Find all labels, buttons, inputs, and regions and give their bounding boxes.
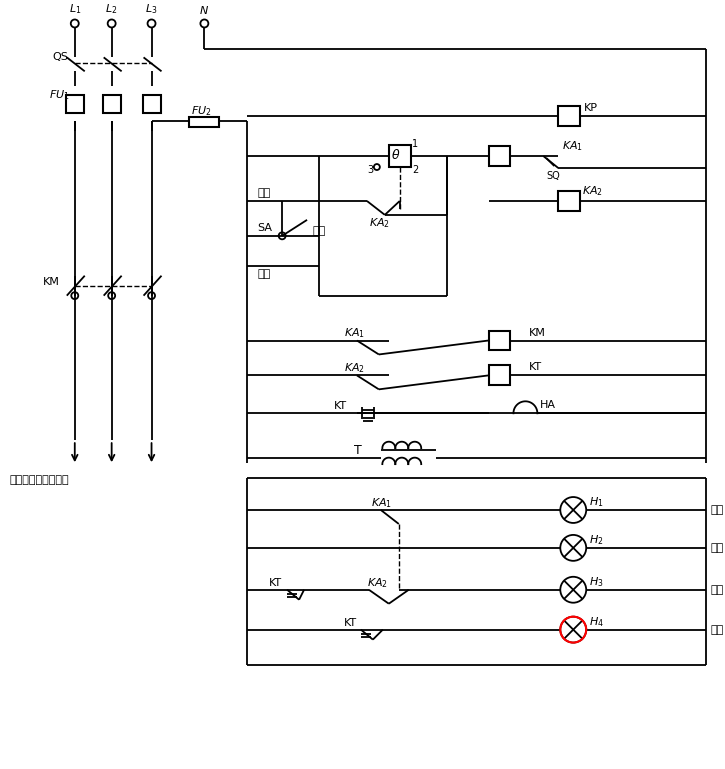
Bar <box>558 106 580 126</box>
Text: $KA_2$: $KA_2$ <box>369 216 390 230</box>
Text: T: T <box>354 444 362 457</box>
Text: SQ: SQ <box>547 171 560 181</box>
Bar <box>143 95 160 113</box>
Text: KM: KM <box>43 277 59 287</box>
Text: 1: 1 <box>412 139 418 149</box>
Text: KT: KT <box>344 618 357 628</box>
Text: KP: KP <box>584 103 598 113</box>
Text: KT: KT <box>334 401 347 411</box>
Text: HA: HA <box>540 401 556 411</box>
Bar <box>103 95 120 113</box>
Text: $FU_1$: $FU_1$ <box>49 88 70 102</box>
Text: SA: SA <box>257 223 272 233</box>
Text: $KA_2$: $KA_2$ <box>367 576 388 590</box>
Text: $FU_2$: $FU_2$ <box>191 105 212 118</box>
Text: 停止: 停止 <box>710 505 724 515</box>
Text: 至电炉或变压器初级: 至电炉或变压器初级 <box>10 475 70 485</box>
Bar <box>389 145 411 167</box>
Text: $\theta$: $\theta$ <box>391 148 400 162</box>
Bar <box>489 365 510 385</box>
Text: 手动: 手动 <box>257 268 270 278</box>
Bar <box>489 331 510 351</box>
Text: $H_2$: $H_2$ <box>589 533 604 547</box>
Text: 3: 3 <box>367 165 373 175</box>
Text: $KA_1$: $KA_1$ <box>563 139 584 153</box>
Text: $H_1$: $H_1$ <box>589 495 604 509</box>
Text: $KA_1$: $KA_1$ <box>371 496 392 510</box>
Text: $L_1$: $L_1$ <box>69 2 81 16</box>
Text: $KA_1$: $KA_1$ <box>344 327 365 341</box>
Text: $L_2$: $L_2$ <box>106 2 118 16</box>
Bar <box>189 117 220 127</box>
Bar <box>558 191 580 211</box>
Bar <box>489 146 510 166</box>
Text: KT: KT <box>529 362 542 372</box>
Text: $N$: $N$ <box>199 4 210 15</box>
Text: $L_3$: $L_3$ <box>145 2 158 16</box>
Text: KT: KT <box>269 578 282 588</box>
Text: 升温: 升温 <box>710 543 724 553</box>
Text: 自动: 自动 <box>257 188 270 198</box>
Text: 一停: 一停 <box>312 226 326 236</box>
Bar <box>66 95 84 113</box>
Text: KM: KM <box>529 328 545 338</box>
Text: $H_4$: $H_4$ <box>589 614 604 628</box>
Text: 出炉: 出炉 <box>710 624 724 634</box>
Text: $H_3$: $H_3$ <box>589 575 604 589</box>
Text: $KA_2$: $KA_2$ <box>344 361 365 375</box>
Text: 2: 2 <box>413 165 419 175</box>
Text: QS: QS <box>53 52 69 62</box>
Text: $KA_2$: $KA_2$ <box>582 184 603 198</box>
Text: 保温: 保温 <box>710 584 724 594</box>
